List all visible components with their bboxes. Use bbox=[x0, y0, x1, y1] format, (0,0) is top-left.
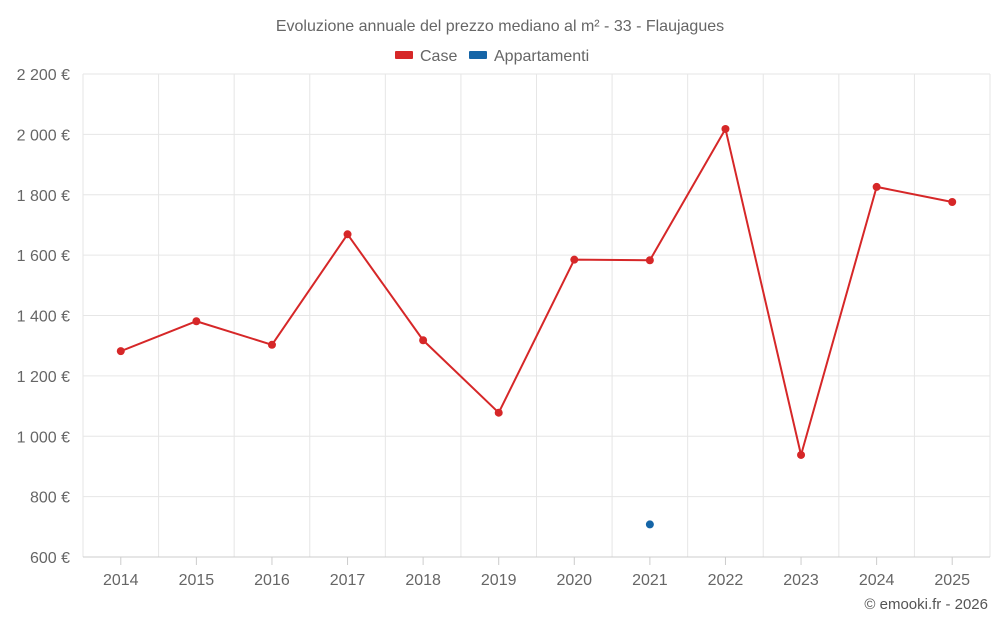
x-tick-label: 2023 bbox=[783, 572, 819, 589]
legend-item-appartamenti[interactable]: Appartamenti bbox=[469, 48, 589, 65]
legend-label-appartamenti: Appartamenti bbox=[494, 48, 589, 65]
x-tick-label: 2018 bbox=[405, 572, 441, 589]
chart-title: Evoluzione annuale del prezzo mediano al… bbox=[276, 18, 724, 35]
y-axis: 600 € 800 € 1 000 € 1 200 € 1 400 € 1 600 € 1 … bbox=[17, 67, 70, 567]
x-tick-label: 2020 bbox=[556, 572, 592, 589]
legend-swatch-appartamenti bbox=[469, 51, 487, 59]
data-point-case[interactable] bbox=[419, 336, 428, 345]
data-point-case[interactable] bbox=[267, 340, 276, 349]
y-tick-label: 600 € bbox=[30, 550, 70, 567]
series-appartamenti bbox=[645, 520, 654, 529]
legend-label-case: Case bbox=[420, 48, 457, 65]
data-point-case[interactable] bbox=[494, 408, 503, 417]
y-tick-label: 1 600 € bbox=[17, 248, 70, 265]
y-tick-label: 1 200 € bbox=[17, 369, 70, 386]
y-tick-label: 1 000 € bbox=[17, 429, 70, 446]
series-case bbox=[116, 124, 957, 459]
x-tick-label: 2017 bbox=[330, 572, 366, 589]
data-point-case[interactable] bbox=[343, 230, 352, 239]
credit-text: © emooki.fr - 2026 bbox=[864, 596, 988, 613]
data-point-case[interactable] bbox=[948, 197, 957, 206]
grid bbox=[82, 73, 991, 557]
x-tick-label: 2021 bbox=[632, 572, 668, 589]
legend-swatch-case bbox=[395, 51, 413, 59]
series-layer bbox=[116, 124, 957, 529]
data-point-case[interactable] bbox=[192, 317, 201, 326]
data-point-case[interactable] bbox=[797, 450, 806, 459]
x-tick-label: 2019 bbox=[481, 572, 517, 589]
legend: Case Appartamenti bbox=[395, 48, 589, 65]
x-tick-label: 2015 bbox=[179, 572, 215, 589]
x-tick-label: 2024 bbox=[859, 572, 895, 589]
data-point-case[interactable] bbox=[872, 182, 881, 191]
data-point-case[interactable] bbox=[645, 256, 654, 265]
data-point-appartamenti[interactable] bbox=[645, 520, 654, 529]
y-tick-label: 1 400 € bbox=[17, 309, 70, 326]
data-point-case[interactable] bbox=[116, 347, 125, 356]
legend-item-case[interactable]: Case bbox=[395, 48, 457, 65]
x-tick-label: 2025 bbox=[934, 572, 970, 589]
data-point-case[interactable] bbox=[570, 255, 579, 264]
y-tick-label: 1 800 € bbox=[17, 188, 70, 205]
x-axis: 2014 2015 2016 2017 2018 2019 2020 2021 2022 2023… bbox=[83, 556, 990, 589]
y-tick-label: 800 € bbox=[30, 490, 70, 507]
x-tick-label: 2022 bbox=[708, 572, 744, 589]
y-tick-label: 2 000 € bbox=[17, 127, 70, 144]
y-tick-label: 2 200 € bbox=[17, 67, 70, 84]
data-point-case[interactable] bbox=[721, 124, 730, 133]
x-tick-label: 2014 bbox=[103, 572, 139, 589]
series-line-case bbox=[120, 127, 953, 456]
x-tick-label: 2016 bbox=[254, 572, 290, 589]
